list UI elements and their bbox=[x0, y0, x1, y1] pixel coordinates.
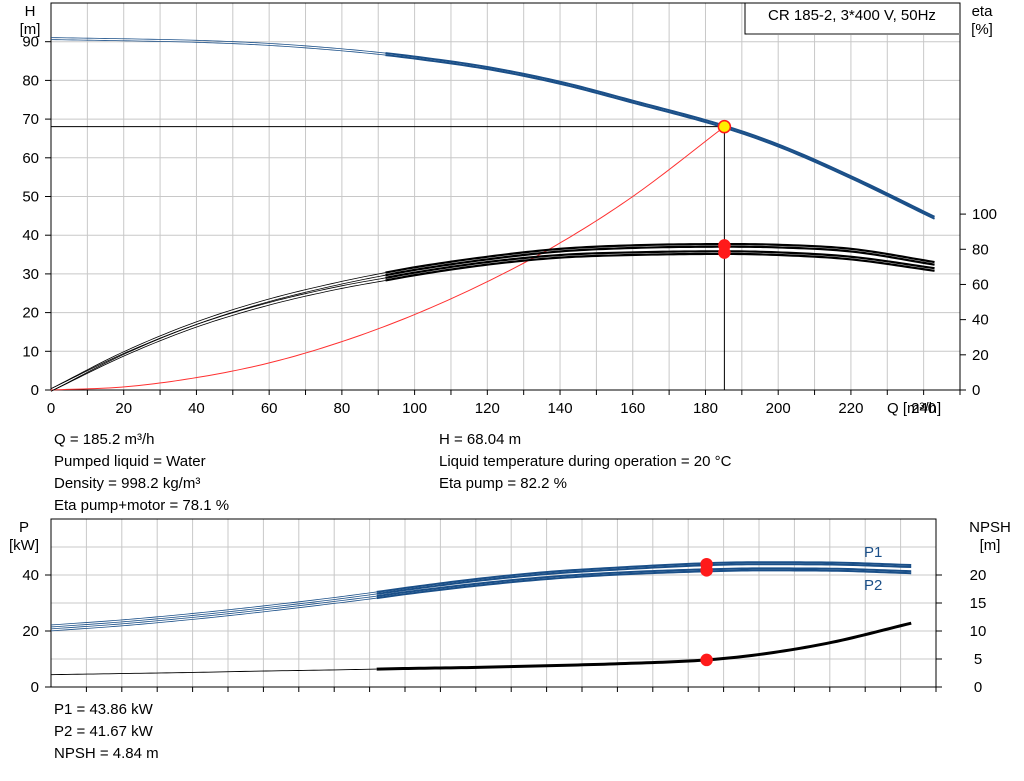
x-tick-label: 40 bbox=[188, 400, 205, 417]
y-left-tick-label: 80 bbox=[22, 72, 39, 89]
head-curve-thick-line-1 bbox=[385, 52, 935, 218]
y-right-tick-label: 0 bbox=[974, 679, 982, 696]
x-axis-label: Q [m³/h] bbox=[887, 400, 941, 417]
p1-curve-thick-line-1 bbox=[376, 561, 912, 593]
p2-curve-thick-line-2 bbox=[376, 569, 912, 600]
npsh-point bbox=[700, 653, 713, 667]
y-left-tick-label: 70 bbox=[22, 111, 39, 128]
info-p1: P1 = 43.86 kW bbox=[54, 701, 153, 718]
legend-box bbox=[744, 2, 961, 35]
y-right-tick-label: 20 bbox=[970, 567, 987, 584]
info-bottom: P1 = 43.86 kW P2 = 41.67 kW NPSH = 4.84 … bbox=[54, 699, 159, 765]
y-left-tick-label: 40 bbox=[22, 567, 39, 584]
eta-pump-motor-curve-thin-line-2 bbox=[50, 280, 386, 392]
eta-pump-motor-curve-thick-line-1 bbox=[385, 250, 935, 279]
y-right-tick-label: 60 bbox=[972, 276, 989, 293]
y-left-tick-label: 20 bbox=[22, 623, 39, 640]
info-head: H = 68.04 m bbox=[439, 431, 522, 448]
x-tick-label: 0 bbox=[47, 400, 55, 417]
y-right-tick-label: 80 bbox=[972, 241, 989, 258]
y-right-axis-unit: [%] bbox=[971, 21, 993, 38]
x-tick-label: 220 bbox=[838, 400, 863, 417]
npsh-curve-thick bbox=[376, 621, 912, 671]
x-tick-label: 140 bbox=[548, 400, 573, 417]
x-tick-label: 20 bbox=[115, 400, 132, 417]
info-p2: P2 = 41.67 kW bbox=[54, 723, 153, 740]
duty-point bbox=[717, 119, 732, 134]
head-curve-thin-line-2 bbox=[50, 39, 386, 56]
p2-series-label: P2 bbox=[864, 577, 882, 594]
npsh-curve-thin bbox=[50, 668, 377, 676]
y-left-axis-label: P bbox=[19, 519, 29, 536]
y-left-tick-label: 20 bbox=[22, 305, 39, 322]
x-tick-label: 200 bbox=[766, 400, 791, 417]
info-liquid-temperature: Liquid temperature during operation = 20… bbox=[439, 453, 732, 470]
p1-curve-thin-line-1 bbox=[50, 591, 377, 626]
y-left-axis-unit: [kW] bbox=[9, 537, 39, 554]
p2-curve-thin-line-2 bbox=[50, 597, 377, 632]
x-tick-label: 160 bbox=[620, 400, 645, 417]
power-npsh-chart: 0 20 40 P[kW] 0 5 10 15 20 NPSH[m] P1 P2 bbox=[9, 518, 1011, 696]
y-left-tick-label: 30 bbox=[22, 266, 39, 283]
y-left-tick-label: 50 bbox=[22, 189, 39, 206]
eta-pump-curve-thick-line-1 bbox=[385, 243, 935, 274]
y-left-axis-label: H bbox=[25, 3, 36, 20]
info-eta-pump: Eta pump = 82.2 % bbox=[439, 475, 567, 492]
y-right-tick-label: 40 bbox=[972, 312, 989, 329]
x-tick-label: 100 bbox=[402, 400, 427, 417]
eta-pump-curve-thick-line-2 bbox=[385, 245, 935, 277]
y-left-axis-unit: [m] bbox=[20, 21, 41, 38]
p2-curve-thin-line-1 bbox=[50, 595, 377, 630]
y-left-tick-label: 10 bbox=[22, 343, 39, 360]
y-left-tick-label: 0 bbox=[31, 382, 39, 399]
x-tick-label: 80 bbox=[334, 400, 351, 417]
info-flow: Q = 185.2 m³/h bbox=[54, 431, 155, 448]
p2-point bbox=[700, 564, 713, 577]
p1-curve-thick-line-2 bbox=[376, 563, 912, 595]
y-left-tick-label: 0 bbox=[31, 679, 39, 696]
info-npsh: NPSH = 4.84 m bbox=[54, 745, 159, 762]
x-tick-label: 60 bbox=[261, 400, 278, 417]
y-left-tick-label: 40 bbox=[22, 227, 39, 244]
legend-box-text: CR 185-2, 3*400 V, 50Hz bbox=[768, 7, 936, 24]
x-tick-label: 240 bbox=[911, 400, 936, 417]
y-right-tick-label: 10 bbox=[970, 623, 987, 640]
info-eta-pump-motor: Eta pump+motor = 78.1 % bbox=[54, 497, 230, 514]
y-right-tick-label: 5 bbox=[974, 651, 982, 668]
info-pumped-liquid: Pumped liquid = Water bbox=[54, 453, 206, 470]
x-tick-label: 180 bbox=[693, 400, 718, 417]
info-top-left: Q = 185.2 m³/h Pumped liquid = Water Den… bbox=[54, 429, 229, 517]
p2-curve-thick-line-1 bbox=[376, 567, 912, 598]
eta-pump-motor-curve-thick-line-2 bbox=[385, 252, 935, 282]
x-tick-label: 120 bbox=[475, 400, 500, 417]
info-top-right: H = 68.04 m Liquid temperature during op… bbox=[439, 429, 731, 495]
y-right-axis-label: eta bbox=[972, 3, 994, 20]
p1-curve-thin-line-2 bbox=[50, 593, 377, 628]
eta-pump-curve-thin-line-1 bbox=[50, 272, 386, 390]
y-left-tick-label: 90 bbox=[22, 34, 39, 51]
y-left-tick-label: 60 bbox=[22, 150, 39, 167]
y-right-tick-label: 15 bbox=[970, 595, 987, 612]
y-right-tick-label: 100 bbox=[972, 206, 997, 223]
y-right-axis-unit: [m] bbox=[980, 537, 1001, 554]
y-right-tick-label: 0 bbox=[972, 382, 980, 399]
y-right-axis-label: NPSH bbox=[969, 519, 1011, 536]
y-right-tick-label: 20 bbox=[972, 347, 989, 364]
info-density: Density = 998.2 kg/m³ bbox=[54, 475, 201, 492]
eta-pump-motor-curve-thin-line-1 bbox=[50, 277, 386, 390]
head-curve-thick-line-2 bbox=[385, 54, 935, 220]
p1-series-label: P1 bbox=[864, 544, 882, 561]
eta-pump-motor-point bbox=[718, 246, 731, 259]
head-curve-thin-line-1 bbox=[50, 37, 386, 54]
system-curve bbox=[50, 126, 725, 391]
